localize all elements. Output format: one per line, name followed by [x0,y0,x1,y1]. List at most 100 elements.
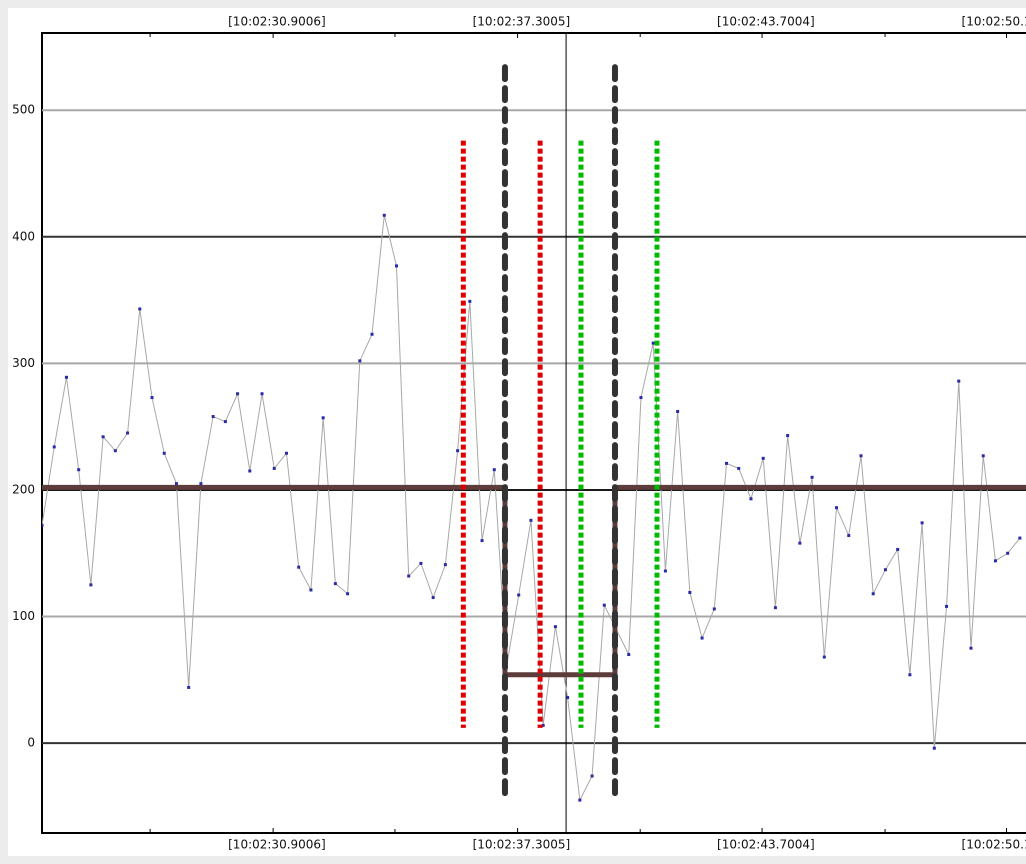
data-point [346,592,350,596]
data-point [993,559,997,563]
data-point [52,445,56,449]
plot [42,33,1026,833]
data-point [223,420,227,424]
data-point [566,696,570,700]
data-point [492,468,496,472]
data-point [443,563,447,567]
data-point [138,307,142,311]
threshold-line [42,484,1026,678]
data-point [126,431,130,435]
data-point [113,449,117,453]
data-point [1006,551,1010,555]
x-tick-label-bottom: [10:02:43.7004] [717,838,815,852]
data-point [211,415,215,419]
data-line [42,215,1021,802]
data-point [896,547,900,551]
x-tick-label-bottom: [10:02:37.3005] [473,838,571,852]
data-point [64,375,68,379]
data-point [480,539,484,543]
data-point [859,454,863,458]
data-point [297,565,301,569]
x-tick-label-bottom: [10:02:30.9006] [228,838,326,852]
data-point [981,454,985,458]
data-point [957,379,961,383]
data-point [627,653,631,657]
data-point [382,213,386,217]
data-point [248,469,252,473]
data-point [590,774,594,778]
data-point [786,434,790,438]
data-point [42,523,44,527]
data-point [174,482,178,486]
data-point [236,392,240,396]
y-tick-label: 500 [12,103,35,117]
data-point [920,521,924,525]
data-point [187,685,191,689]
data-point [639,396,643,400]
data-point [394,264,398,268]
y-tick-label: 0 [27,736,35,750]
data-point [541,723,545,727]
data-point [798,541,802,545]
data-point [835,506,839,510]
data-point [737,466,741,470]
data-point [1018,536,1022,540]
data-point [456,449,460,453]
data-point [663,569,667,573]
data-point [101,435,105,439]
data-point [773,606,777,610]
data-point [517,593,521,597]
data-point [309,588,313,592]
data-point [162,451,166,455]
data-point [553,625,557,629]
y-tick-label: 200 [12,482,35,496]
data-point [712,607,716,611]
data-point [969,646,973,650]
data-point [908,673,912,677]
y-tick-label: 100 [12,609,35,623]
data-point [871,592,875,596]
data-point [150,396,154,400]
data-point [89,583,93,587]
x-tick-label-top: [10:02:30.9006] [228,15,326,29]
data-point [260,392,264,396]
y-tick-label: 400 [12,229,35,243]
data-point [847,534,851,538]
x-tick-label-top: [10:02:50.1 [962,15,1026,29]
y-tick-label: 300 [12,356,35,370]
data-point [822,655,826,659]
data-point [358,359,362,363]
x-tick-label-top: [10:02:43.7004] [717,15,815,29]
data-point [725,461,729,465]
x-tick-label-bottom: [10:02:50.1 [962,838,1026,852]
data-point [431,596,435,600]
axes: 0 100 200 300 400 500 [10:02:30.9006] [10:02:30… [12,15,1026,852]
data-point [676,409,680,413]
data-point [321,416,325,420]
data-point [749,497,753,501]
x-tick-label-top: [10:02:37.3005] [473,15,571,29]
plot-area [41,32,1026,834]
data-point [529,518,533,522]
data-point [419,561,423,565]
data-point [810,475,814,479]
data-point [700,636,704,640]
data-point [688,590,692,594]
data-point [578,798,582,802]
data-point [468,299,472,303]
data-point [883,568,887,572]
data-point [272,466,276,470]
data-point [77,468,81,472]
data-point [945,604,949,608]
data-point [761,456,765,460]
data-point [651,341,655,345]
data-point [333,582,337,586]
data-point [284,451,288,455]
data-point [199,482,203,486]
data-point [407,574,411,578]
data-point [370,332,374,336]
data-point [602,603,606,607]
data-point [932,746,936,750]
